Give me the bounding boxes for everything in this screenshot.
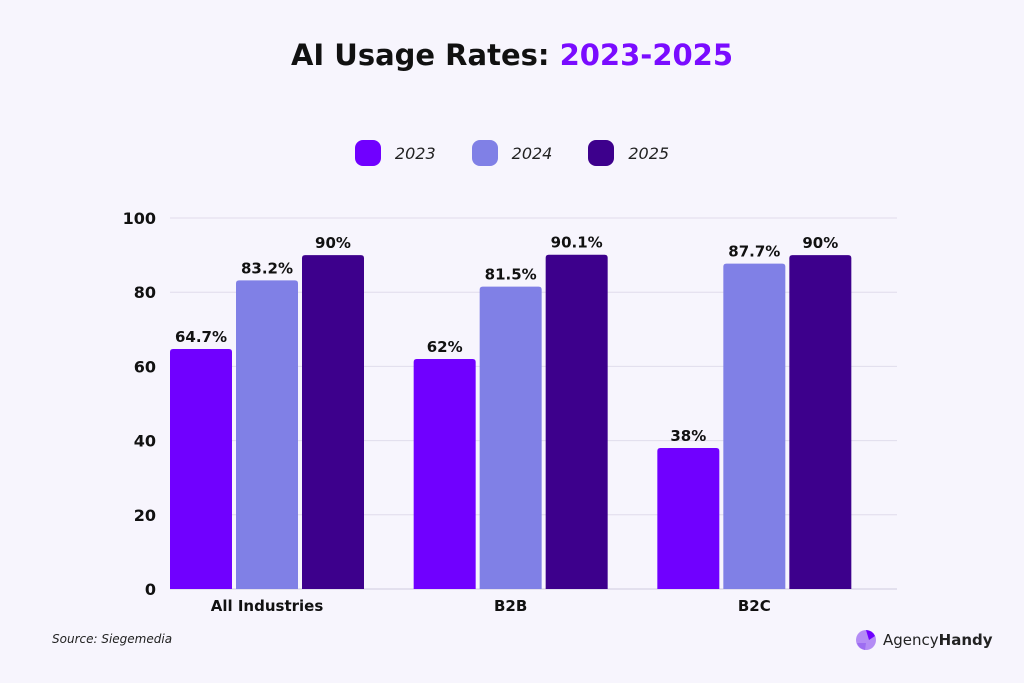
chart-title: AI Usage Rates: 2023-2025	[0, 38, 1024, 72]
brand-logo: AgencyHandy	[855, 629, 993, 651]
data-label: 64.7%	[175, 328, 227, 346]
data-label: 62%	[427, 338, 463, 356]
x-tick-label: B2C	[738, 597, 771, 615]
data-label: 81.5%	[485, 266, 537, 284]
bar-2025	[789, 255, 852, 589]
brand-bold: Handy	[938, 631, 993, 649]
brand-light: Agency	[883, 631, 939, 649]
brand-name: AgencyHandy	[883, 631, 993, 649]
legend-swatch	[588, 140, 615, 166]
x-tick-label: B2B	[494, 597, 527, 615]
legend: 2023 2024 2025	[0, 140, 1024, 166]
logo-icon	[856, 630, 876, 650]
legend-label: 2023	[394, 143, 436, 163]
legend-swatch	[354, 140, 381, 166]
bar-2024	[479, 286, 542, 589]
y-tick-label: 20	[134, 506, 156, 525]
data-label: 87.7%	[728, 243, 780, 261]
legend-item-2024: 2024	[471, 140, 553, 166]
y-tick-label: 60	[134, 357, 156, 376]
legend-label: 2025	[628, 143, 670, 163]
data-label: 38%	[670, 427, 706, 445]
source-note: Source: Siegemedia	[52, 632, 173, 646]
bar-2025	[545, 254, 608, 589]
bar-2024	[236, 280, 298, 589]
y-tick-label: 0	[145, 580, 156, 599]
data-label: 90.1%	[551, 234, 603, 252]
bar-2023	[657, 448, 720, 589]
data-label: 90%	[802, 234, 838, 252]
title-main: AI Usage Rates:	[290, 38, 560, 72]
title-accent: 2023-2025	[559, 38, 734, 72]
bar-2023	[170, 348, 232, 589]
y-tick-label: 80	[134, 283, 156, 302]
data-label: 83.2%	[241, 259, 293, 277]
legend-swatch	[471, 140, 498, 166]
bar-2025	[302, 255, 364, 589]
x-tick-label: All Industries	[211, 597, 324, 615]
legend-item-2025: 2025	[588, 140, 669, 166]
bar-2023	[413, 358, 476, 589]
y-tick-label: 100	[123, 209, 156, 228]
y-tick-label: 40	[134, 432, 156, 451]
legend-item-2023: 2023	[354, 140, 436, 166]
legend-label: 2024	[511, 143, 553, 163]
data-label: 90%	[315, 234, 351, 252]
bar-2024	[723, 263, 786, 589]
